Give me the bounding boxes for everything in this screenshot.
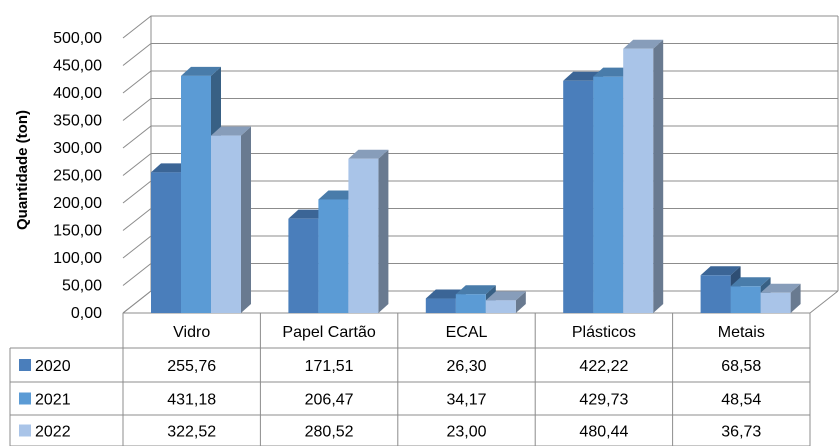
y-tick-label: 350,00 — [53, 113, 102, 130]
bar-front — [348, 158, 379, 313]
y-tick-label: 200,00 — [53, 195, 102, 212]
gridline — [122, 98, 838, 121]
bar-front — [485, 300, 516, 313]
bar-front — [563, 80, 594, 314]
bar-2022-2 — [485, 291, 526, 313]
floor-right-edge — [809, 290, 839, 314]
data-label: 431,18 — [167, 392, 216, 409]
x-tick-label: Papel Cartão — [282, 324, 375, 341]
bar-front — [211, 135, 241, 313]
bar-front — [455, 294, 486, 313]
y-axis-tick-labels: 0,00 50,00 100,00 150,00 200,00 250,00 300,00 3… — [53, 30, 102, 322]
bar-side — [653, 39, 664, 314]
data-label: 429,73 — [579, 392, 628, 409]
legend-label: 2022 — [35, 424, 71, 441]
bar-2022-0 — [211, 126, 251, 313]
y-tick-label: 400,00 — [53, 85, 102, 102]
y-axis-label: Quantidade (ton) — [14, 110, 31, 230]
y-tick-label: 500,00 — [53, 30, 102, 47]
bar-2022-3 — [623, 39, 664, 314]
y-tick-label: 100,00 — [53, 250, 102, 267]
data-label: 171,51 — [305, 358, 354, 375]
data-label: 26,30 — [446, 358, 486, 375]
y-tick-label: 0,00 — [71, 305, 102, 322]
bar-top — [455, 285, 496, 295]
bar-front — [593, 76, 624, 313]
x-tick-label: Vidro — [173, 324, 210, 341]
bar-front — [181, 75, 211, 313]
bar-front — [623, 48, 654, 314]
data-label: 480,44 — [579, 424, 628, 441]
data-label: 34,17 — [446, 392, 486, 409]
legend-label: 2020 — [35, 358, 71, 375]
bar-front — [288, 218, 319, 313]
bar-2022-4 — [760, 283, 801, 313]
bar-top — [760, 283, 801, 293]
bar-top — [348, 149, 389, 159]
y-tick-label: 450,00 — [53, 58, 102, 75]
x-tick-label: Metais — [718, 324, 765, 341]
bar-front — [318, 199, 349, 313]
bar-front — [151, 172, 181, 313]
data-label: 48,54 — [721, 392, 761, 409]
gridline — [122, 15, 838, 39]
legend-label: 2021 — [35, 392, 71, 409]
data-label: 255,76 — [167, 358, 216, 375]
bar-front — [425, 298, 456, 313]
x-tick-label: Plásticos — [572, 324, 636, 341]
bar-front — [700, 275, 731, 313]
y-tick-label: 50,00 — [62, 278, 102, 295]
bar-top — [485, 291, 526, 301]
bar-side — [241, 126, 251, 313]
bar-front — [760, 292, 791, 313]
bar-side — [790, 283, 801, 313]
y-tick-label: 300,00 — [53, 140, 102, 157]
bar-top — [700, 266, 741, 276]
gridline — [122, 43, 838, 66]
bar-front — [730, 286, 761, 313]
y-tick-label: 250,00 — [53, 168, 102, 185]
x-tick-label: ECAL — [446, 324, 488, 341]
data-label: 422,22 — [579, 358, 628, 375]
data-label: 322,52 — [167, 424, 216, 441]
bar-top — [623, 39, 664, 49]
legend-swatch — [19, 424, 31, 437]
gridline — [122, 70, 838, 94]
data-label: 36,73 — [721, 424, 761, 441]
bar-top — [211, 126, 251, 136]
bar-top — [181, 66, 221, 76]
data-label: 280,52 — [305, 424, 354, 441]
data-label: 23,00 — [446, 424, 486, 441]
bar-top — [730, 277, 771, 287]
bar-side — [515, 291, 526, 313]
bars — [151, 39, 801, 314]
y-tick-label: 150,00 — [53, 223, 102, 240]
bar-2022-1 — [348, 149, 389, 313]
bar-side — [378, 149, 389, 313]
data-table: Vidro Papel Cartão ECAL Plásticos Metais 2020… — [9, 313, 811, 446]
legend-swatch — [19, 359, 31, 371]
legend-swatch — [19, 392, 31, 405]
data-label: 206,47 — [305, 392, 354, 409]
data-label: 68,58 — [721, 358, 761, 375]
